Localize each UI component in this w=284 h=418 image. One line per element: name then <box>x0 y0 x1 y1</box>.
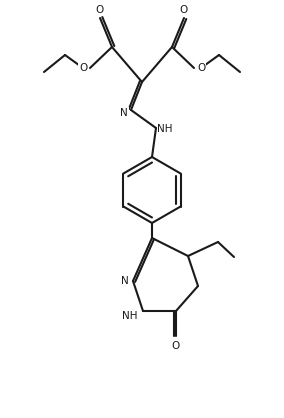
Text: N: N <box>121 276 129 286</box>
Text: NH: NH <box>122 311 138 321</box>
Text: N: N <box>120 108 128 118</box>
Text: O: O <box>96 5 104 15</box>
Text: O: O <box>180 5 188 15</box>
Text: NH: NH <box>157 124 173 134</box>
Text: O: O <box>197 63 205 73</box>
Text: O: O <box>172 341 180 351</box>
Text: O: O <box>79 63 87 73</box>
